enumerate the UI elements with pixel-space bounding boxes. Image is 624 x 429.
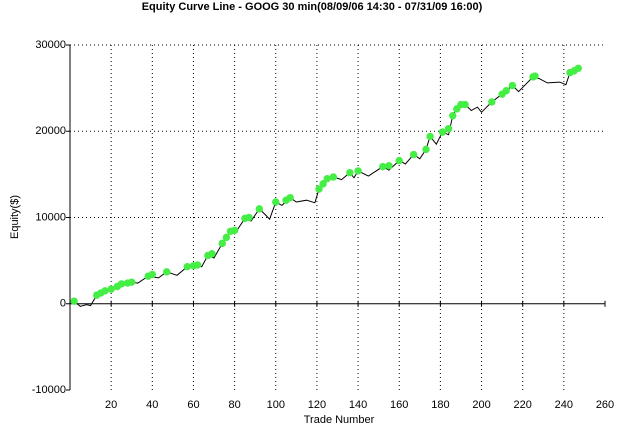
new-high-marker — [574, 64, 582, 72]
new-high-marker — [107, 285, 115, 293]
x-axis-label: Trade Number — [304, 414, 375, 426]
x-tick-label: 60 — [187, 399, 199, 411]
x-tick-label: 180 — [431, 399, 449, 411]
new-high-marker — [508, 81, 517, 90]
new-high-marker — [438, 128, 447, 136]
new-high-marker — [422, 145, 430, 154]
x-tick-label: 40 — [146, 399, 158, 411]
new-high-marker — [346, 168, 354, 177]
new-high-marker — [319, 180, 327, 188]
new-high-marker — [531, 72, 539, 80]
y-tick-label: -10000 — [32, 384, 66, 396]
new-high-marker — [502, 87, 510, 95]
y-tick-label: 20000 — [35, 125, 66, 137]
chart-title: Equity Curve Line - GOOG 30 min(08/09/06… — [142, 1, 483, 13]
new-high-marker — [128, 278, 136, 286]
new-high-marker — [354, 167, 362, 175]
x-tick-label: 240 — [555, 399, 573, 411]
x-tick-label: 100 — [267, 399, 285, 411]
new-high-marker — [230, 226, 239, 235]
new-high-marker — [222, 233, 231, 242]
new-high-marker — [183, 262, 191, 271]
new-high-marker — [461, 100, 469, 109]
x-tick-label: 80 — [228, 399, 240, 411]
new-high-marker — [163, 268, 171, 276]
x-tick-label: 260 — [596, 399, 614, 411]
new-high-marker — [117, 280, 126, 288]
new-high-marker — [488, 98, 496, 106]
new-high-marker — [193, 261, 202, 269]
new-high-marker — [395, 156, 403, 165]
y-axis-label: Equity($) — [9, 195, 21, 239]
x-tick-label: 120 — [308, 399, 326, 411]
new-high-marker — [101, 287, 109, 295]
y-tick-label: 0 — [60, 298, 66, 310]
new-high-marker — [426, 132, 434, 141]
x-tick-label: 20 — [105, 399, 117, 411]
new-high-marker — [315, 185, 323, 193]
new-high-marker — [449, 112, 457, 120]
new-high-marker — [272, 198, 280, 206]
new-high-marker — [255, 205, 264, 213]
new-high-marker — [286, 193, 294, 202]
x-tick-label: 220 — [514, 399, 532, 411]
y-tick-label: 10000 — [35, 211, 66, 223]
new-high-marker — [208, 250, 216, 258]
new-high-marker — [148, 270, 157, 279]
new-high-marker — [70, 297, 78, 305]
x-tick-label: 160 — [390, 399, 408, 411]
new-high-marker — [218, 239, 226, 248]
new-high-marker — [444, 124, 453, 133]
new-high-marker — [379, 162, 387, 171]
y-tick-label: 30000 — [35, 39, 66, 51]
new-high-marker — [409, 150, 418, 159]
new-high-marker — [329, 173, 338, 181]
new-high-marker — [385, 162, 393, 170]
new-high-marker — [323, 174, 331, 183]
x-tick-label: 140 — [349, 399, 367, 411]
x-tick-label: 200 — [472, 399, 490, 411]
new-high-marker — [245, 213, 253, 222]
